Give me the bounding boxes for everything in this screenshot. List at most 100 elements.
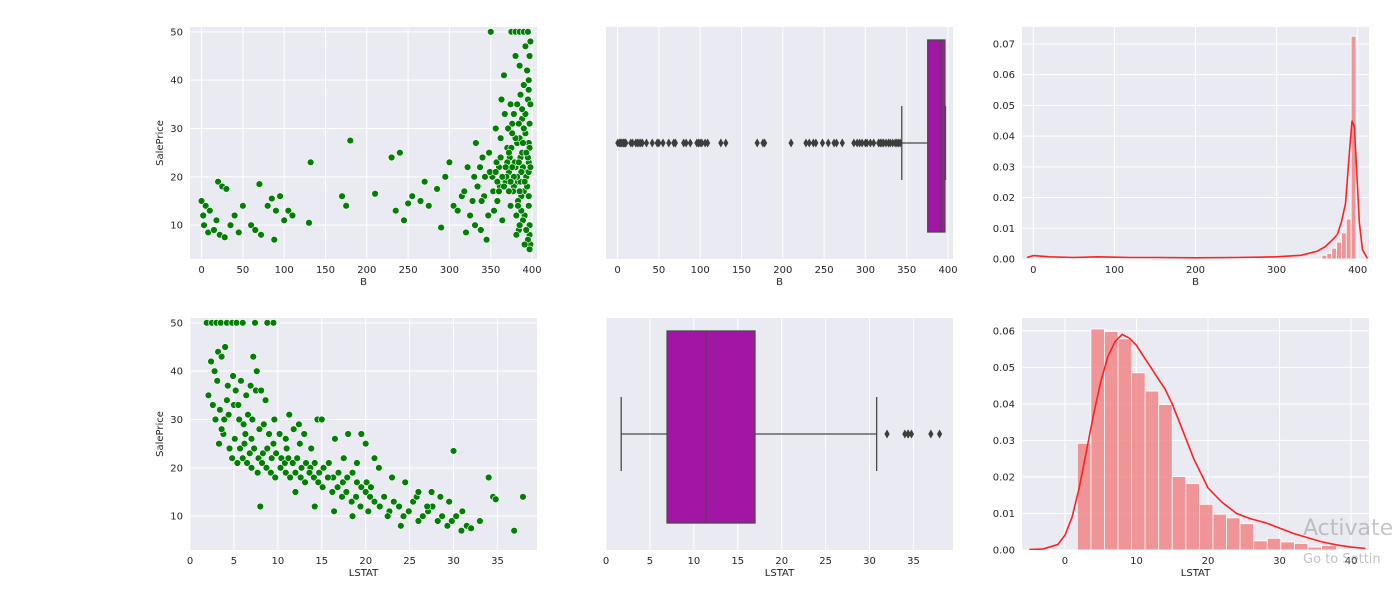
b-scatter-point [505, 187, 513, 196]
lstat-hist-x-axis-label: LSTAT [1181, 568, 1211, 579]
lstat-scatter-point [361, 439, 370, 448]
lstat-scatter-point [276, 464, 285, 472]
b-scatter-point [510, 110, 518, 118]
lstat-scatter-point [224, 381, 232, 390]
lstat-box-x-tick-label: 15 [731, 556, 744, 567]
lstat-scatter-point [247, 464, 256, 472]
lstat-scatter-point [307, 444, 315, 453]
lstat-scatter-point [296, 473, 305, 482]
b-scatter-point [221, 233, 229, 241]
b-hist-y-tick-label: 0.03 [993, 162, 1015, 173]
lstat-hist-x-tick-label: 10 [1130, 556, 1143, 567]
lstat-scatter-point [213, 377, 221, 385]
b-scatter-point [466, 211, 474, 220]
b-scatter-point [491, 168, 500, 176]
lstat-scatter-x-tick-label: 0 [187, 556, 193, 567]
lstat-hist-bar [1253, 540, 1268, 550]
lstat-scatter-point [452, 512, 460, 520]
b-scatter-point [515, 119, 523, 128]
lstat-scatter-point [361, 488, 370, 496]
lstat-scatter-point [284, 454, 293, 462]
b-scatter-point [239, 202, 247, 210]
b-box-outlier [718, 138, 724, 148]
lstat-scatter-x-tick-label: 30 [447, 556, 460, 567]
lstat-box-x-tick-label: 35 [907, 556, 920, 567]
b-box-outlier [864, 138, 870, 148]
b-scatter-x-tick-label: 200 [357, 265, 376, 276]
b-scatter-point [526, 100, 535, 109]
lstat-scatter-point [217, 425, 226, 433]
b-box-outlier [897, 138, 903, 148]
b-hist-panel: 0 100 200 300 400 0.00 0.01 0.02 0.03 0.04 0.05 0.0… [993, 27, 1369, 288]
b-scatter-point [478, 153, 487, 162]
b-scatter-point [525, 202, 533, 210]
lstat-scatter-y-tick-label: 50 [170, 318, 183, 329]
lstat-scatter-point [356, 502, 365, 511]
lstat-scatter-point [344, 430, 352, 438]
lstat-scatter-point [383, 512, 392, 520]
b-scatter-point [493, 197, 502, 205]
b-hist-y-tick-label: 0.05 [993, 101, 1015, 112]
lstat-scatter-point [285, 410, 293, 419]
lstat-scatter-point [519, 493, 527, 501]
lstat-scatter-point [510, 526, 518, 535]
b-box-x-axis-label: B [776, 277, 783, 288]
b-scatter-y-tick-label: 40 [170, 76, 183, 87]
lstat-scatter-y-tick-label: 40 [170, 367, 183, 378]
b-box-outlier [639, 138, 645, 148]
b-scatter-x-tick-label: 300 [440, 265, 459, 276]
lstat-scatter-point [231, 435, 239, 443]
lstat-scatter-point [311, 502, 319, 511]
lstat-hist-bar [1144, 390, 1160, 550]
b-box-outlier [803, 138, 809, 148]
lstat-box-iqr-box [666, 330, 756, 524]
lstat-hist-y-tick-label: 0.02 [993, 472, 1015, 483]
lstat-box-outlier [902, 429, 908, 439]
lstat-scatter-y-tick-label: 30 [170, 415, 183, 426]
b-scatter-point [437, 223, 445, 232]
b-scatter-point [420, 177, 429, 186]
lstat-scatter-point [449, 447, 458, 455]
lstat-scatter-point [443, 522, 452, 530]
b-scatter-x-tick-label: 0 [198, 265, 204, 276]
b-hist-bar [1331, 247, 1337, 259]
b-scatter-y-tick-label: 30 [170, 124, 183, 135]
lstat-scatter-point [434, 517, 442, 525]
b-scatter-point [526, 37, 535, 46]
b-box-outlier [672, 138, 678, 148]
lstat-hist-bar [1158, 404, 1173, 550]
lstat-scatter-point [324, 473, 332, 482]
lstat-scatter-point [269, 439, 278, 448]
b-scatter-x-tick-label: 350 [481, 265, 500, 276]
b-scatter-point [525, 119, 534, 128]
b-scatter-point [305, 219, 313, 227]
lstat-scatter-point [267, 468, 275, 477]
lstat-scatter-x-tick-label: 15 [315, 556, 328, 567]
b-scatter-point [515, 221, 524, 229]
b-scatter-point [505, 148, 513, 157]
lstat-hist-x-tick-label: 40 [1345, 556, 1358, 567]
b-scatter-point [387, 153, 396, 162]
lstat-scatter-point [223, 396, 231, 404]
lstat-scatter-point [348, 512, 357, 520]
b-scatter-point [206, 206, 214, 215]
b-scatter-point [288, 211, 297, 220]
lstat-hist-y-tick-label: 0.04 [993, 399, 1015, 410]
lstat-scatter-point [328, 488, 337, 496]
b-scatter-point [492, 158, 501, 167]
lstat-scatter-point [257, 386, 265, 395]
b-scatter-point [524, 28, 532, 36]
b-scatter-point [371, 190, 379, 198]
lstat-scatter-point [295, 420, 303, 429]
lstat-scatter-point [246, 449, 254, 458]
b-scatter-point [212, 216, 221, 225]
b-scatter-y-tick-label: 50 [170, 27, 183, 38]
b-box-x-tick-label: 250 [815, 265, 834, 276]
b-scatter-point [272, 206, 280, 215]
lstat-box-x-tick-label: 5 [647, 556, 653, 567]
lstat-hist-bar [1321, 545, 1337, 550]
b-hist-bar [1345, 218, 1352, 259]
b-scatter-point [513, 100, 521, 109]
lstat-scatter-point [271, 473, 279, 482]
lstat-scatter-point [237, 377, 245, 385]
